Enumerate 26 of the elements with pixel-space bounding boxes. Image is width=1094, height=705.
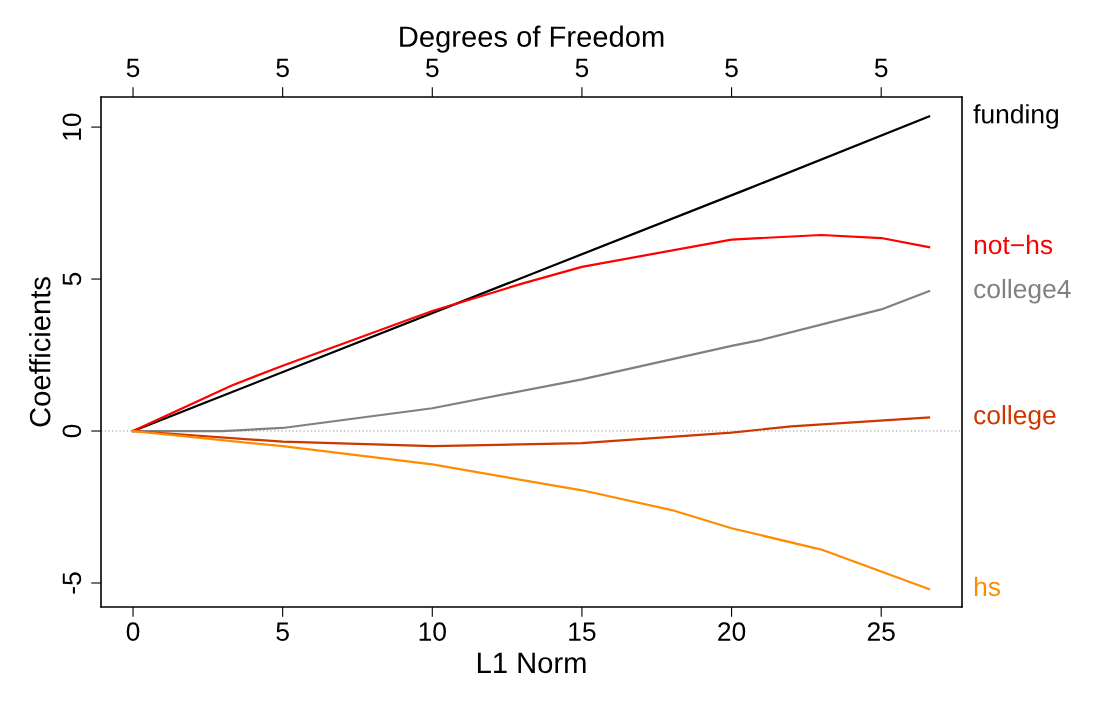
series-label: hs [974,576,1001,597]
y-axis-title: Coefficients [29,277,51,427]
series-label: not−hs [974,234,1053,255]
y-tick-label: 5 [62,272,82,286]
annotation: 5 [874,58,888,78]
line-series [131,233,931,433]
x-tick-label: 10 [419,622,446,641]
x2-axis-title: Degrees of Freedom [400,25,664,53]
x-tick-label: 20 [718,622,746,641]
annotation: 5 [725,58,738,78]
y-tick-label: 10 [62,113,82,140]
x-tick-label: 25 [867,622,895,641]
annotation: 5 [126,58,140,78]
line-series [131,429,931,591]
series-label: funding [973,104,1058,129]
x-tick-label: 5 [276,622,289,641]
y-tick-label: 0 [62,424,82,438]
series-label: college4 [974,278,1071,304]
annotation: 5 [426,58,439,78]
annotation: 5 [276,58,289,78]
x-axis-title: L1 Norm [477,652,586,674]
x-tick-label: 0 [126,622,140,641]
y-tick-label: -5 [62,572,82,594]
annotation: 5 [575,58,589,78]
series-label: college [974,405,1056,430]
x-tick-label: 15 [569,622,596,641]
